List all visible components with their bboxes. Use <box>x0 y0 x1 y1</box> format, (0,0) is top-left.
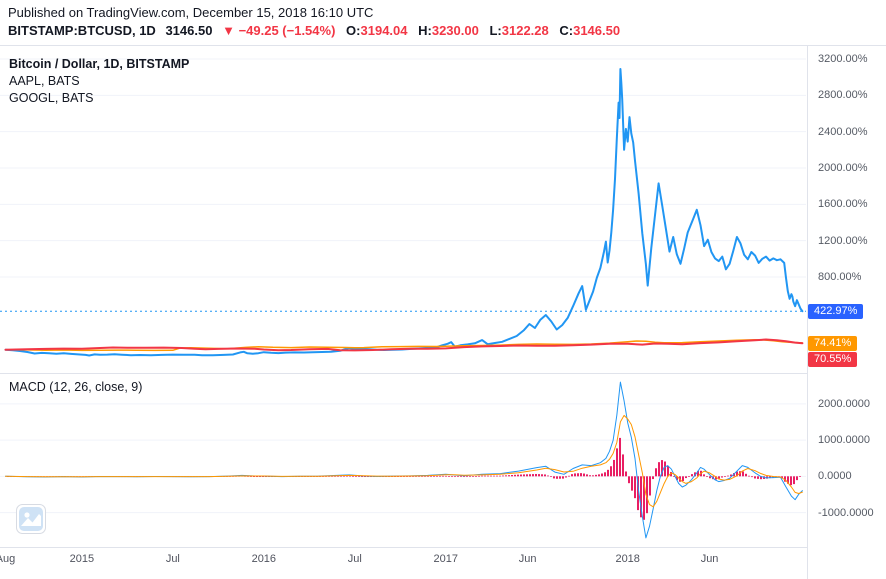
axis-price-label: 74.41% <box>808 335 858 351</box>
legend-googl[interactable]: GOOGL, BATS <box>9 91 94 105</box>
close-value: 3146.50 <box>573 23 621 38</box>
open-value: 3194.04 <box>360 23 408 38</box>
time-tick-label: 2017 <box>433 553 458 565</box>
time-tick-label: Jun <box>518 553 537 565</box>
legend-symbol[interactable]: Bitcoin / Dollar, 1D, BITSTAMP <box>9 57 190 71</box>
axis-tick-label: 1200.00% <box>818 234 868 247</box>
time-tick-label: 2018 <box>615 553 640 565</box>
axis-tick-label: 0.0000 <box>818 470 852 483</box>
panel-divider[interactable] <box>0 373 886 374</box>
axis-tick-label: 2800.00% <box>818 89 868 102</box>
time-tick-label: 2015 <box>69 553 95 565</box>
macd-chart[interactable] <box>0 373 806 547</box>
axis-tick-label: -1000.0000 <box>818 506 874 519</box>
tradingview-logo-icon[interactable] <box>16 504 46 534</box>
time-tick-label: Jul <box>165 553 180 565</box>
direction-arrow-icon: ▼ <box>222 23 235 38</box>
symbol-label: BITSTAMP:BTCUSD, 1D <box>8 23 156 38</box>
published-line: Published on TradingView.com, December 1… <box>8 5 374 20</box>
open-label: O: <box>346 23 361 38</box>
main-price-chart[interactable] <box>0 46 806 373</box>
macd-indicator-label[interactable]: MACD (12, 26, close, 9) <box>9 380 143 394</box>
quote-bar: BITSTAMP:BTCUSD, 1D 3146.50 ▼ −49.25 (−1… <box>8 23 620 38</box>
low-value: 3122.28 <box>501 23 549 38</box>
time-tick-label: Jul <box>347 553 362 565</box>
low-label: L: <box>489 23 502 38</box>
high-value: 3230.00 <box>431 23 479 38</box>
time-tick-label: Aug <box>0 553 16 565</box>
axis-tick-label: 1000.0000 <box>818 434 870 447</box>
axis-price-label: 422.97% <box>808 304 864 320</box>
axis-tick-label: 2000.0000 <box>818 397 870 410</box>
main-chart-legend: Bitcoin / Dollar, 1D, BITSTAMP AAPL, BAT… <box>9 56 189 107</box>
axis-tick-label: 1600.00% <box>818 198 868 211</box>
axis-tick-label: 2400.00% <box>818 125 868 138</box>
chart-area[interactable]: Bitcoin / Dollar, 1D, BITSTAMP AAPL, BAT… <box>0 45 886 579</box>
axis-price-label: 70.55% <box>808 351 858 367</box>
close-label: C: <box>559 23 574 38</box>
change-value: −49.25 (−1.54%) <box>238 23 336 38</box>
high-label: H: <box>418 23 432 38</box>
time-axis-divider <box>0 547 886 548</box>
legend-aapl[interactable]: AAPL, BATS <box>9 74 80 88</box>
last-price: 3146.50 <box>165 23 213 38</box>
time-axis[interactable]: Aug 2015 Jul 2016 Jul 2017 Jun 2018 Jun <box>0 548 806 579</box>
time-tick-label: 2016 <box>251 553 277 565</box>
axis-tick-label: 800.00% <box>818 270 862 283</box>
axis-tick-label: 3200.00% <box>818 52 868 65</box>
price-axis[interactable]: 800.00% 1200.00% 1600.00% 2000.00% 2400.00% 2… <box>807 46 886 579</box>
time-tick-label: Jun <box>700 553 719 565</box>
axis-tick-label: 2000.00% <box>818 161 868 174</box>
